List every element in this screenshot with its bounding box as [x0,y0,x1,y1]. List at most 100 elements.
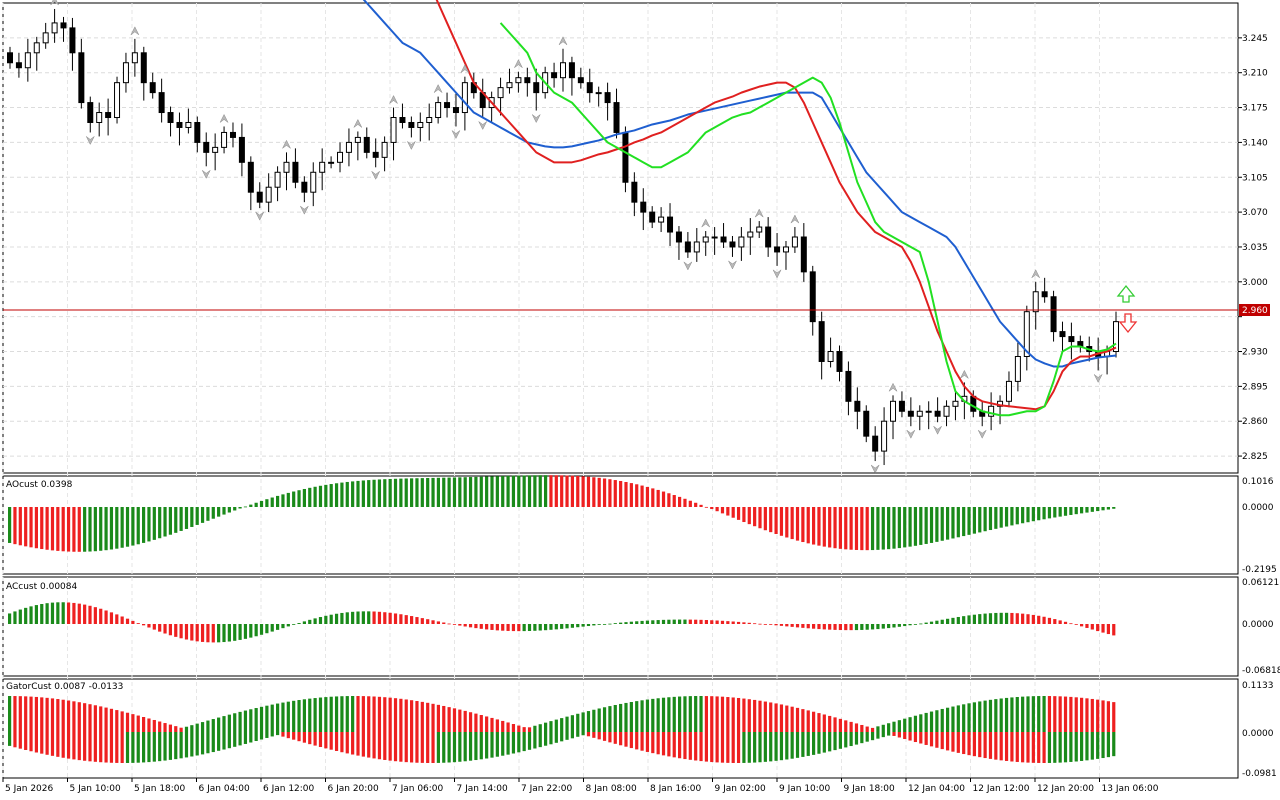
gator-upper-bar [929,711,934,732]
gator-upper-bar [544,722,548,732]
gator-upper-bar [302,699,306,732]
ao-bar [581,476,585,507]
ac-bar [415,617,419,624]
candle-body [372,151,379,158]
ao-bar [468,477,473,507]
ao-bar [1015,507,1019,525]
ao-bar [576,475,580,507]
ao-bar [715,507,719,512]
gator-lower-bar [281,732,285,737]
ao-bar [854,507,859,550]
gator-upper-bar [576,713,580,732]
candle-body [970,395,977,412]
ao-bar [259,500,264,507]
gator-upper-bar [678,696,682,732]
candle-body [417,121,424,128]
gator-upper-bar [710,696,714,732]
gator-lower-bar [329,732,333,750]
gator-upper-bar [903,718,907,732]
gator-upper-bar [951,706,955,732]
gator-lower-bar [13,732,17,748]
candle-body [765,226,772,248]
ao-bar [18,507,22,546]
time-axis: 5 Jan 2026 5 Jan 10:00 5 Jan 18:00 6 Jan 04… [2,778,1159,794]
gator-lower-bar [211,732,215,753]
fractal-up-icon [558,36,568,46]
gator-upper-bar [479,715,483,732]
candle-body [649,211,656,223]
ao-bar [211,507,215,519]
ao-bar [517,475,521,507]
ac-bar [1058,620,1062,624]
candle-body [363,136,370,153]
gator-upper-bar [870,727,875,732]
gator-lower-bar [1021,732,1025,763]
ac-bar [779,624,784,626]
gator-lower-bar [1047,732,1052,763]
candle-body [87,102,94,123]
gator-lower-bar [324,732,328,749]
gator-upper-bar [431,703,435,732]
candle-body [890,400,897,422]
ac-bar [174,624,178,637]
ao-bar [1053,507,1057,518]
ac-bar [785,624,789,627]
candle-body [274,171,281,188]
gator-lower-bar [967,732,971,756]
ac-bar [452,624,457,625]
ac-bar [538,624,542,631]
ao-bar [511,475,516,507]
ac-bar [613,623,617,624]
ao-bar [619,480,623,507]
gator-upper-bar [527,727,532,732]
candle-body [283,161,290,173]
ac-bar [297,623,301,624]
gator-upper-bar [125,712,130,732]
candle-body [595,92,602,95]
ac-bar [259,624,264,635]
time-label: 6 Jan 04:00 [199,784,251,794]
gator-upper-bar [1004,697,1009,732]
candles[interactable] [7,8,1119,466]
gator-lower-bar [227,732,231,749]
ac-bar [694,619,698,624]
gator-lower-bar [66,732,71,759]
price-label: 3.035 [1242,243,1268,253]
gator-upper-bar [881,724,885,732]
ac-bar [645,620,650,624]
gator-upper-bar [340,696,344,732]
ao-bar [940,507,944,541]
ao-bar [276,495,280,507]
ao-zero-label: 0.0000 [1242,503,1274,513]
ao-bar [190,507,194,527]
ac-bar [522,624,526,632]
gator-lower-bar [270,732,274,737]
gator-upper-bar [554,719,558,732]
gator-upper-bar [565,716,569,732]
gator-lower-bar [544,732,548,746]
ac-bar [1106,624,1110,635]
candle-body [7,52,13,64]
ao-bar [876,507,880,550]
gator-upper-bar [501,720,505,732]
ao-bar [624,481,628,507]
ac-bar [865,624,869,630]
ao-bar [710,507,714,510]
ac-bar [1112,624,1116,636]
ac-bar [1074,624,1078,625]
gator-lower-bar [99,732,103,763]
gator-upper-bar [24,696,28,732]
ac-bar [158,624,162,632]
gator-lower-bar [340,732,344,753]
gator-lower-bar [683,732,687,760]
ao-bar [147,507,151,542]
gator-lower-bar [56,732,60,757]
gator-upper-bar [109,708,114,732]
fractal-up-icon [790,214,800,224]
gator-lower-bar [640,732,644,751]
ao-bar [420,478,424,507]
ao-bar [99,507,103,551]
gator-upper-bar [651,698,655,732]
gator-lower-bar [463,732,467,762]
ao-bar [495,476,499,507]
